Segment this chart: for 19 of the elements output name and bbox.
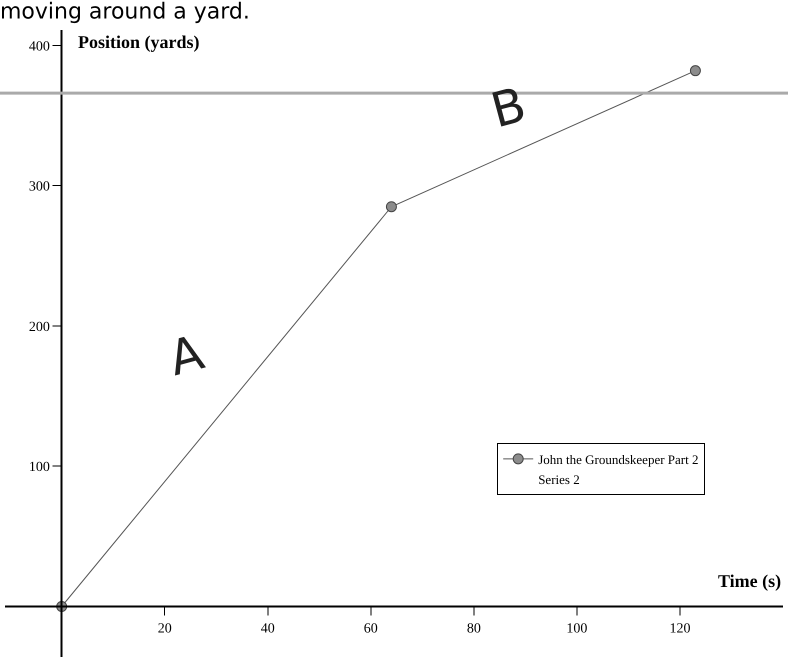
point	[690, 65, 701, 76]
y-tick-label: 400	[28, 39, 50, 54]
y-axis-title: Position (yards)	[78, 32, 200, 52]
x-tick-label: 100	[566, 621, 588, 636]
y-tick-label: 200	[28, 320, 50, 335]
y-tick-label: 100	[28, 460, 50, 476]
chart-title: moving around a yard.	[0, 0, 250, 25]
text: Series 2	[538, 472, 580, 487]
point	[386, 201, 397, 212]
annotation: B	[485, 76, 532, 140]
y-tick-label: 300	[28, 180, 50, 195]
x-tick-label: 20	[158, 621, 172, 636]
x-tick-label: 60	[364, 621, 378, 636]
x-tick-label: 40	[260, 621, 275, 636]
x-tick-label: 120	[669, 621, 690, 636]
legend-label: John the Groundskeeper Part 2	[538, 452, 699, 467]
x-tick-label: 80	[466, 621, 481, 636]
x-axis-title: Time (s)	[718, 571, 782, 591]
annotation: A	[163, 324, 210, 388]
